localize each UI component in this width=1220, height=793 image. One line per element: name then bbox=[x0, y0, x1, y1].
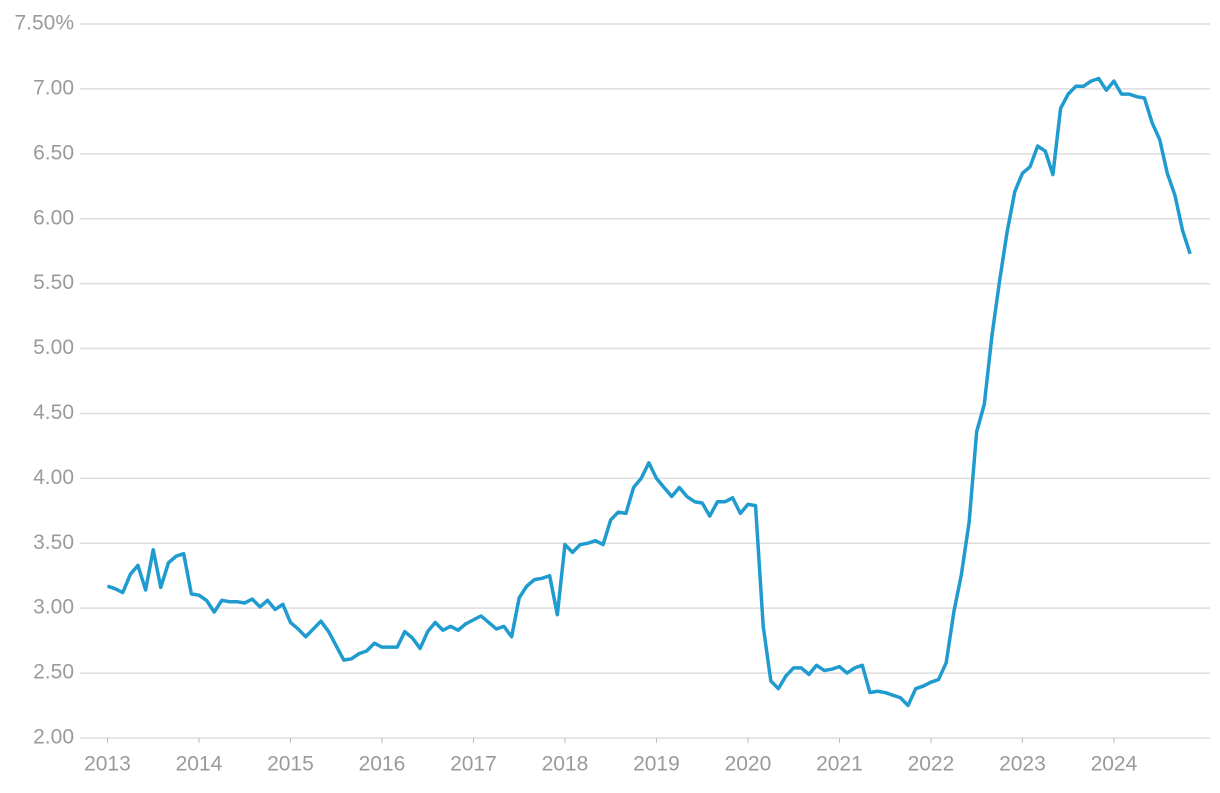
y-tick-label: 6.00 bbox=[33, 206, 74, 229]
y-tick-label: 7.00 bbox=[33, 76, 74, 99]
x-tick-label: 2016 bbox=[359, 753, 406, 776]
y-tick-label: 4.00 bbox=[33, 466, 74, 489]
x-tick-label: 2019 bbox=[633, 753, 680, 776]
x-tick-label: 2017 bbox=[450, 753, 497, 776]
x-tick-label: 2023 bbox=[999, 753, 1046, 776]
x-tick-label: 2018 bbox=[542, 753, 589, 776]
x-tick-label: 2021 bbox=[816, 753, 863, 776]
x-tick-label: 2024 bbox=[1091, 753, 1138, 776]
x-tick-label: 2022 bbox=[908, 753, 955, 776]
y-tick-label: 5.50 bbox=[33, 271, 74, 294]
y-tick-label: 2.00 bbox=[33, 726, 74, 749]
y-tick-label: 6.50 bbox=[33, 141, 74, 164]
x-tick-label: 2015 bbox=[267, 753, 314, 776]
y-tick-label: 7.50% bbox=[14, 12, 74, 35]
y-tick-label: 2.50 bbox=[33, 661, 74, 684]
x-tick-label: 2013 bbox=[84, 753, 131, 776]
x-tick-label: 2014 bbox=[176, 753, 223, 776]
y-tick-label: 3.00 bbox=[33, 596, 74, 619]
line-series bbox=[106, 76, 1192, 708]
y-tick-label: 3.50 bbox=[33, 531, 74, 554]
y-tick-label: 4.50 bbox=[33, 401, 74, 424]
y-tick-label: 5.00 bbox=[33, 336, 74, 359]
x-tick-label: 2020 bbox=[725, 753, 772, 776]
